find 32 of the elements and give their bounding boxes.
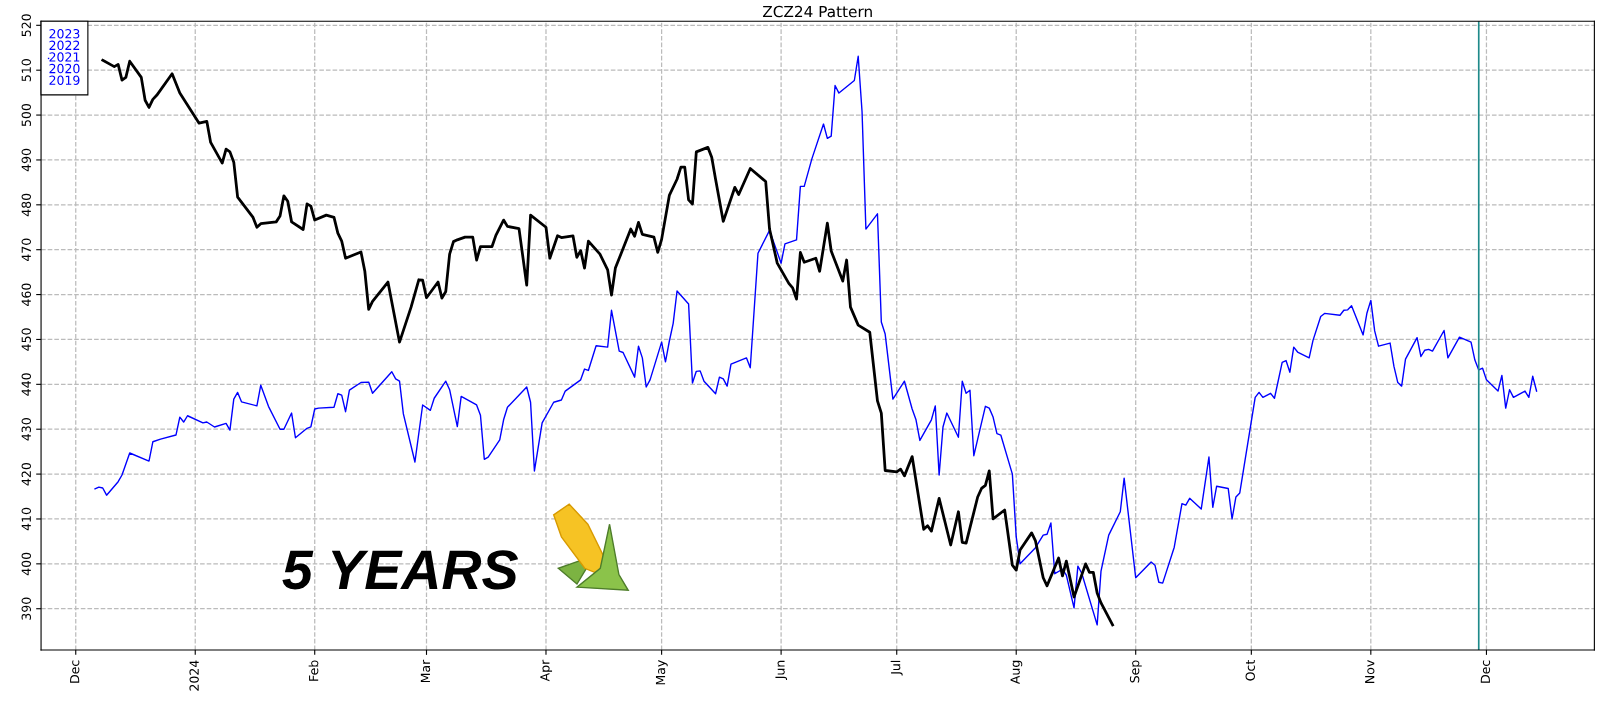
chart-title: ZCZ24 Pattern (762, 5, 872, 18)
x-tick-label: Aug (1010, 660, 1023, 685)
x-tick-label: Apr (540, 659, 553, 682)
y-tick-label: 520 (21, 14, 31, 37)
x-tick-label: Jul (890, 660, 903, 676)
y-tick-label: 480 (21, 193, 31, 217)
y-tick-label: 500 (21, 103, 31, 127)
x-tick-label: Feb (308, 660, 319, 681)
x-tick-label: Dec (1480, 660, 1491, 683)
x-tick-label: 2024 (189, 660, 199, 691)
y-tick-label: 420 (21, 462, 31, 486)
y-tick-label: 400 (21, 552, 31, 576)
y-tick-label: 490 (21, 148, 31, 172)
y-tick-label: 390 (21, 597, 31, 620)
annotation: 5 YEARS (282, 550, 519, 590)
y-tick-label: 510 (21, 59, 31, 82)
x-tick-label: Nov (1365, 660, 1375, 683)
line-series (94, 55, 1538, 626)
y-tick-label: 410 (21, 507, 31, 531)
y-tick-label: 470 (21, 238, 31, 262)
x-tick-label: Dec (70, 660, 80, 683)
x-tick-label: Oct (1245, 660, 1255, 681)
y-tick-label: 440 (21, 373, 31, 396)
y-tick-label: 450 (21, 328, 31, 351)
legend-label: 2023 2022 2021 2020 2019 (49, 28, 80, 85)
line-series (101, 58, 1114, 627)
y-tick-label: 430 (21, 418, 31, 441)
x-tick-label: Jun (775, 660, 788, 680)
x-tick-label: Mar (420, 659, 431, 683)
x-tick-label: May (655, 660, 668, 685)
x-tick-label: Sep (1129, 660, 1142, 683)
y-tick-label: 460 (21, 283, 31, 306)
